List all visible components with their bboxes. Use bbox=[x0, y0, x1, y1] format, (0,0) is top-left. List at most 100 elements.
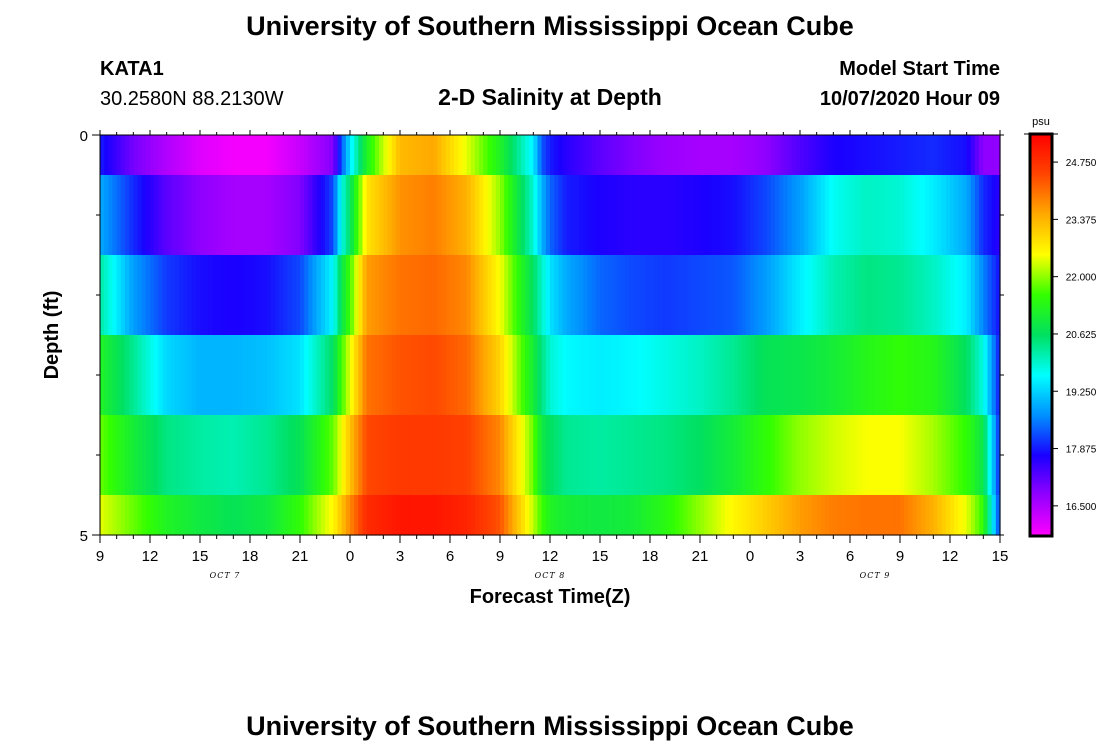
heatmap-cell bbox=[400, 175, 405, 256]
heatmap-cell bbox=[908, 175, 914, 256]
heatmap-cell bbox=[633, 495, 639, 536]
heatmap-cell bbox=[170, 415, 176, 496]
heatmap-cell bbox=[966, 335, 972, 416]
heatmap-cell bbox=[733, 175, 739, 256]
heatmap-cell bbox=[995, 335, 1001, 416]
heatmap-cell bbox=[712, 415, 718, 496]
heatmap-cell bbox=[716, 255, 722, 336]
heatmap-cell bbox=[170, 495, 176, 536]
heatmap-cell bbox=[470, 175, 476, 256]
heatmap-cell bbox=[866, 335, 872, 416]
heatmap-cell bbox=[550, 175, 555, 256]
heatmap-cell bbox=[412, 415, 418, 496]
heatmap-cell bbox=[620, 255, 626, 336]
heatmap-cell bbox=[950, 175, 955, 256]
heatmap-cell bbox=[754, 495, 759, 536]
heatmap-cell bbox=[341, 255, 347, 336]
x-tick-label: 9 bbox=[896, 548, 904, 565]
heatmap-cell bbox=[570, 335, 576, 416]
heatmap-cell bbox=[691, 255, 697, 336]
heatmap-cell bbox=[137, 495, 143, 536]
y-axis-label: Depth (ft) bbox=[41, 291, 63, 380]
heatmap-cell bbox=[308, 135, 314, 176]
heatmap-cell bbox=[845, 175, 851, 256]
heatmap-cell bbox=[908, 415, 914, 496]
heatmap-cell bbox=[695, 255, 701, 336]
x-tick-label: 0 bbox=[346, 548, 354, 565]
heatmap-cell bbox=[391, 495, 397, 536]
station-coords: 30.2580N 88.2130W bbox=[100, 88, 284, 110]
heatmap-cell bbox=[625, 495, 630, 536]
heatmap-cell bbox=[975, 255, 980, 336]
heatmap-cell bbox=[775, 415, 780, 496]
heatmap-cell bbox=[337, 255, 343, 336]
heatmap-cell bbox=[295, 255, 301, 336]
heatmap-cell bbox=[962, 175, 968, 256]
heatmap-cell bbox=[304, 495, 309, 536]
heatmap-cell bbox=[858, 255, 864, 336]
heatmap-cell bbox=[195, 335, 201, 416]
heatmap-cell bbox=[545, 255, 551, 336]
heatmap-cell bbox=[891, 135, 897, 176]
heatmap-cell bbox=[179, 335, 184, 416]
heatmap-cell bbox=[845, 415, 851, 496]
heatmap-cell bbox=[683, 495, 689, 536]
heatmap-cell bbox=[637, 175, 643, 256]
heatmap-cell bbox=[200, 495, 205, 536]
heatmap-cell bbox=[862, 415, 868, 496]
heatmap-cell bbox=[491, 135, 497, 176]
heatmap-cell bbox=[612, 415, 618, 496]
heatmap-cell bbox=[729, 135, 734, 176]
heatmap-cell bbox=[758, 335, 764, 416]
heatmap-cell bbox=[150, 495, 155, 536]
heatmap-cell bbox=[733, 415, 739, 496]
heatmap-cell bbox=[816, 415, 822, 496]
heatmap-cell bbox=[129, 255, 134, 336]
heatmap-cell bbox=[404, 175, 409, 256]
heatmap-cell bbox=[337, 415, 343, 496]
heatmap-cell bbox=[970, 175, 976, 256]
heatmap-cell bbox=[779, 415, 784, 496]
heatmap-cell bbox=[562, 175, 568, 256]
heatmap-cell bbox=[808, 335, 814, 416]
heatmap-cell bbox=[995, 255, 1001, 336]
heatmap-cell bbox=[491, 175, 497, 256]
heatmap-cell bbox=[858, 415, 864, 496]
heatmap-cell bbox=[850, 335, 855, 416]
heatmap-cell bbox=[254, 335, 259, 416]
heatmap-cell bbox=[100, 335, 105, 416]
heatmap-cell bbox=[179, 175, 184, 256]
heatmap-cell bbox=[216, 495, 222, 536]
heatmap-cell bbox=[883, 255, 889, 336]
heatmap-cell bbox=[462, 175, 468, 256]
heatmap-cell bbox=[583, 495, 589, 536]
heatmap-cell bbox=[741, 135, 747, 176]
heatmap-cell bbox=[375, 415, 380, 496]
heatmap-cell bbox=[620, 335, 626, 416]
heatmap-cell bbox=[379, 495, 384, 536]
heatmap-cell bbox=[383, 415, 389, 496]
heatmap-cell bbox=[679, 175, 684, 256]
heatmap-cell bbox=[433, 335, 439, 416]
heatmap-cell bbox=[579, 335, 584, 416]
heatmap-cell bbox=[300, 335, 305, 416]
heatmap-cell bbox=[504, 175, 509, 256]
heatmap-cell bbox=[533, 175, 539, 256]
heatmap-cell bbox=[775, 335, 780, 416]
heatmap-cell bbox=[287, 255, 293, 336]
heatmap-cell bbox=[150, 335, 155, 416]
heatmap-cell bbox=[554, 135, 559, 176]
heatmap-cell bbox=[862, 335, 868, 416]
heatmap-cell bbox=[920, 495, 926, 536]
heatmap-cell bbox=[129, 335, 134, 416]
heatmap-cell bbox=[408, 335, 414, 416]
heatmap-cell bbox=[595, 495, 601, 536]
heatmap-cell bbox=[850, 255, 855, 336]
heatmap-cell bbox=[437, 415, 443, 496]
heatmap-cell bbox=[450, 255, 455, 336]
heatmap-cell bbox=[279, 135, 284, 176]
heatmap-cell bbox=[100, 255, 105, 336]
heatmap-cell bbox=[970, 255, 976, 336]
heatmap-cell bbox=[779, 135, 784, 176]
heatmap-cell bbox=[679, 255, 684, 336]
